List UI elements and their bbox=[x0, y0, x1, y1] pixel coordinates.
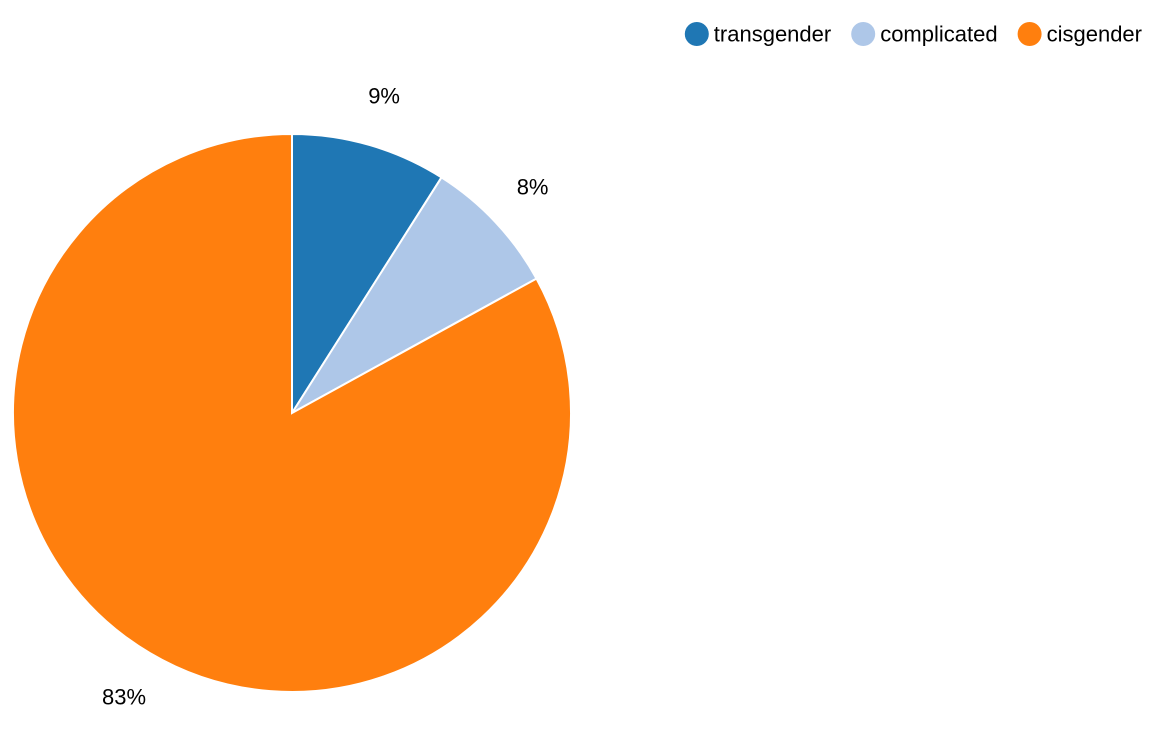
legend-item-cisgender[interactable]: cisgender bbox=[1017, 22, 1142, 47]
legend-swatch-transgender bbox=[684, 22, 709, 46]
pie-slice-complicated[interactable] bbox=[291, 176, 538, 414]
legend-label-transgender: transgender bbox=[714, 22, 831, 47]
slice-labels: 9% 8% 83% bbox=[102, 84, 549, 710]
legend-label-cisgender: cisgender bbox=[1047, 22, 1142, 47]
slice-label-cisgender: 83% bbox=[102, 685, 146, 710]
slice-label-transgender: 9% bbox=[368, 84, 400, 109]
pie-slice-transgender[interactable] bbox=[291, 132, 443, 417]
legend-label-complicated: complicated bbox=[880, 22, 997, 47]
legend-swatch-cisgender bbox=[1017, 22, 1042, 46]
legend-swatch-complicated bbox=[851, 22, 876, 46]
slice-label-complicated: 8% bbox=[517, 175, 549, 200]
legend-item-complicated[interactable]: complicated bbox=[851, 22, 998, 47]
legend: cisgender complicated transgender bbox=[684, 22, 1142, 47]
pie-slice-cisgender[interactable] bbox=[12, 132, 572, 693]
pie-slices bbox=[12, 132, 572, 693]
legend-item-transgender[interactable]: transgender bbox=[684, 22, 831, 47]
